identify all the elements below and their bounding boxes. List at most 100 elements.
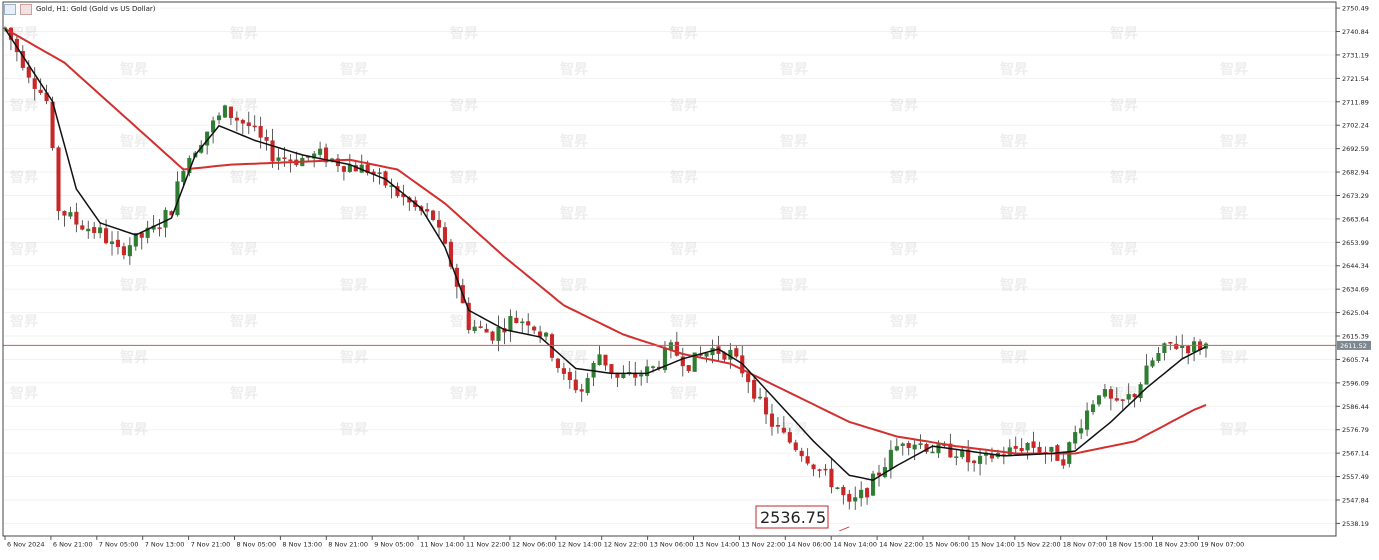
- candle: [472, 320, 477, 334]
- candle: [115, 231, 121, 255]
- watermark-text: 智昇: [449, 385, 478, 402]
- watermark-text: 智昇: [449, 25, 478, 42]
- candle: [793, 439, 798, 452]
- x-tick-label: 11 Nov 14:00: [420, 541, 464, 549]
- watermark-text: 智昇: [9, 385, 38, 402]
- watermark-text: 智昇: [889, 25, 918, 42]
- candle-body: [1102, 389, 1107, 397]
- candle-body: [1203, 343, 1209, 349]
- candle-body: [80, 225, 85, 230]
- candle: [805, 448, 810, 466]
- current-price-layer: 2611.52 2536.75: [3, 340, 1371, 532]
- candle-body: [425, 209, 430, 212]
- candle-body: [157, 227, 162, 229]
- candle: [1198, 338, 1203, 355]
- candle-body: [442, 227, 448, 244]
- candle-body: [763, 397, 769, 415]
- candle-body: [686, 365, 691, 372]
- candle: [918, 434, 923, 449]
- y-tick-label: 2682.94: [1342, 169, 1369, 177]
- candle: [222, 104, 228, 119]
- candle: [514, 310, 519, 324]
- candle: [436, 211, 442, 239]
- candle: [324, 143, 329, 168]
- x-tick-label: 8 Nov 21:00: [328, 541, 368, 549]
- candle-body: [978, 455, 983, 464]
- candle: [1079, 419, 1084, 440]
- x-tick-label: 12 Nov 14:00: [558, 541, 602, 549]
- watermark-text: 智昇: [229, 169, 258, 186]
- candle: [1043, 446, 1048, 464]
- candle: [1013, 436, 1018, 454]
- candle-body: [1073, 432, 1078, 444]
- candle-body: [222, 105, 228, 118]
- candle: [823, 464, 828, 476]
- watermark-text: 智昇: [1219, 421, 1248, 438]
- y-tick-label: 2615.39: [1342, 333, 1369, 341]
- watermark-text: 智昇: [339, 421, 368, 438]
- x-tick-label: 14 Nov 22:00: [879, 541, 923, 549]
- watermark-text: 智昇: [9, 241, 38, 258]
- candle: [799, 447, 804, 462]
- watermark-text: 智昇: [229, 25, 258, 42]
- candle: [591, 360, 596, 387]
- candle: [1025, 442, 1030, 460]
- candle: [466, 297, 471, 334]
- candle-body: [56, 147, 61, 212]
- candle: [752, 376, 757, 403]
- candle-body: [734, 348, 739, 357]
- watermark-text: 智昇: [779, 205, 808, 222]
- candle-body: [74, 211, 79, 225]
- candle: [579, 383, 584, 402]
- watermark-text: 智昇: [669, 97, 698, 114]
- watermark-text: 智昇: [669, 169, 698, 186]
- current-price-tag: [1337, 340, 1371, 350]
- candle-body: [86, 228, 91, 232]
- watermark-text: 智昇: [119, 277, 148, 294]
- y-tick-label: 2644.34: [1342, 262, 1369, 270]
- candle-body: [704, 352, 709, 357]
- candle: [502, 318, 507, 345]
- candle: [894, 438, 899, 452]
- x-tick-label: 7 Nov 13:00: [145, 541, 185, 549]
- candle-body: [894, 446, 899, 451]
- watermark-text: 智昇: [339, 133, 368, 150]
- candle: [966, 440, 971, 472]
- watermark-text: 智昇: [999, 205, 1028, 222]
- candle-body: [1019, 448, 1024, 452]
- candle: [555, 357, 560, 373]
- candle-body: [431, 210, 436, 220]
- candle-body: [1096, 395, 1102, 405]
- y-tick-label: 2692.59: [1342, 145, 1369, 153]
- candle-body: [115, 239, 121, 248]
- watermark-text: 智昇: [1109, 169, 1138, 186]
- watermark-text: 智昇: [559, 349, 588, 366]
- candle: [543, 331, 549, 341]
- y-tick-label: 2702.24: [1342, 122, 1369, 130]
- candle: [157, 219, 162, 237]
- watermark-text: 智昇: [999, 61, 1028, 78]
- candle: [425, 202, 430, 218]
- candle-body: [1049, 446, 1054, 452]
- candle: [870, 470, 876, 497]
- candle: [205, 131, 210, 155]
- candle: [1102, 383, 1107, 399]
- candle: [561, 362, 566, 380]
- candle-body: [912, 444, 917, 450]
- candle: [781, 416, 786, 434]
- candle: [645, 359, 650, 383]
- candle-body: [341, 166, 346, 172]
- symbol-icon: [20, 3, 32, 15]
- candle: [347, 154, 352, 173]
- candle-body: [312, 153, 317, 159]
- candle-body: [1037, 446, 1042, 453]
- watermark-text: 智昇: [339, 205, 368, 222]
- candle-body: [1168, 342, 1173, 344]
- x-tick-label: 15 Nov 14:00: [971, 541, 1015, 549]
- candle: [175, 171, 180, 217]
- x-tick-label: 6 Nov 21:00: [53, 541, 93, 549]
- candle: [98, 222, 103, 239]
- candle-body: [817, 469, 822, 471]
